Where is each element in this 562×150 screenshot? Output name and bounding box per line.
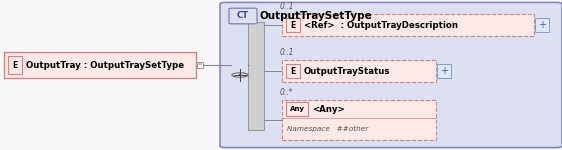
FancyBboxPatch shape — [286, 64, 300, 78]
FancyBboxPatch shape — [4, 52, 196, 78]
Text: Any: Any — [289, 106, 305, 112]
Text: OutputTrayStatus: OutputTrayStatus — [304, 66, 391, 75]
Text: <Any>: <Any> — [312, 105, 345, 114]
Text: 0..*: 0..* — [280, 88, 293, 97]
FancyBboxPatch shape — [286, 102, 308, 116]
FancyBboxPatch shape — [8, 56, 22, 74]
Text: 0..1: 0..1 — [280, 48, 294, 57]
Text: E: E — [12, 60, 17, 69]
FancyBboxPatch shape — [535, 18, 549, 32]
FancyBboxPatch shape — [197, 62, 203, 68]
Text: 0..1: 0..1 — [280, 2, 294, 11]
Text: OutputTraySetType: OutputTraySetType — [259, 11, 371, 21]
Text: Namespace   ##other: Namespace ##other — [287, 126, 368, 132]
Text: <Ref>  : OutputTrayDescription: <Ref> : OutputTrayDescription — [304, 21, 458, 30]
FancyBboxPatch shape — [282, 60, 436, 82]
Text: +: + — [440, 66, 448, 76]
Circle shape — [232, 73, 248, 77]
FancyBboxPatch shape — [248, 22, 264, 130]
Text: =: = — [198, 63, 202, 68]
FancyBboxPatch shape — [437, 64, 451, 78]
Text: E: E — [291, 66, 296, 75]
Text: CT: CT — [237, 12, 249, 21]
FancyBboxPatch shape — [286, 18, 300, 32]
Text: OutputTray : OutputTraySetType: OutputTray : OutputTraySetType — [26, 60, 184, 69]
FancyBboxPatch shape — [282, 14, 534, 36]
Text: +: + — [538, 20, 546, 30]
FancyBboxPatch shape — [282, 100, 436, 140]
Text: E: E — [291, 21, 296, 30]
FancyBboxPatch shape — [220, 2, 562, 148]
FancyBboxPatch shape — [229, 8, 257, 24]
